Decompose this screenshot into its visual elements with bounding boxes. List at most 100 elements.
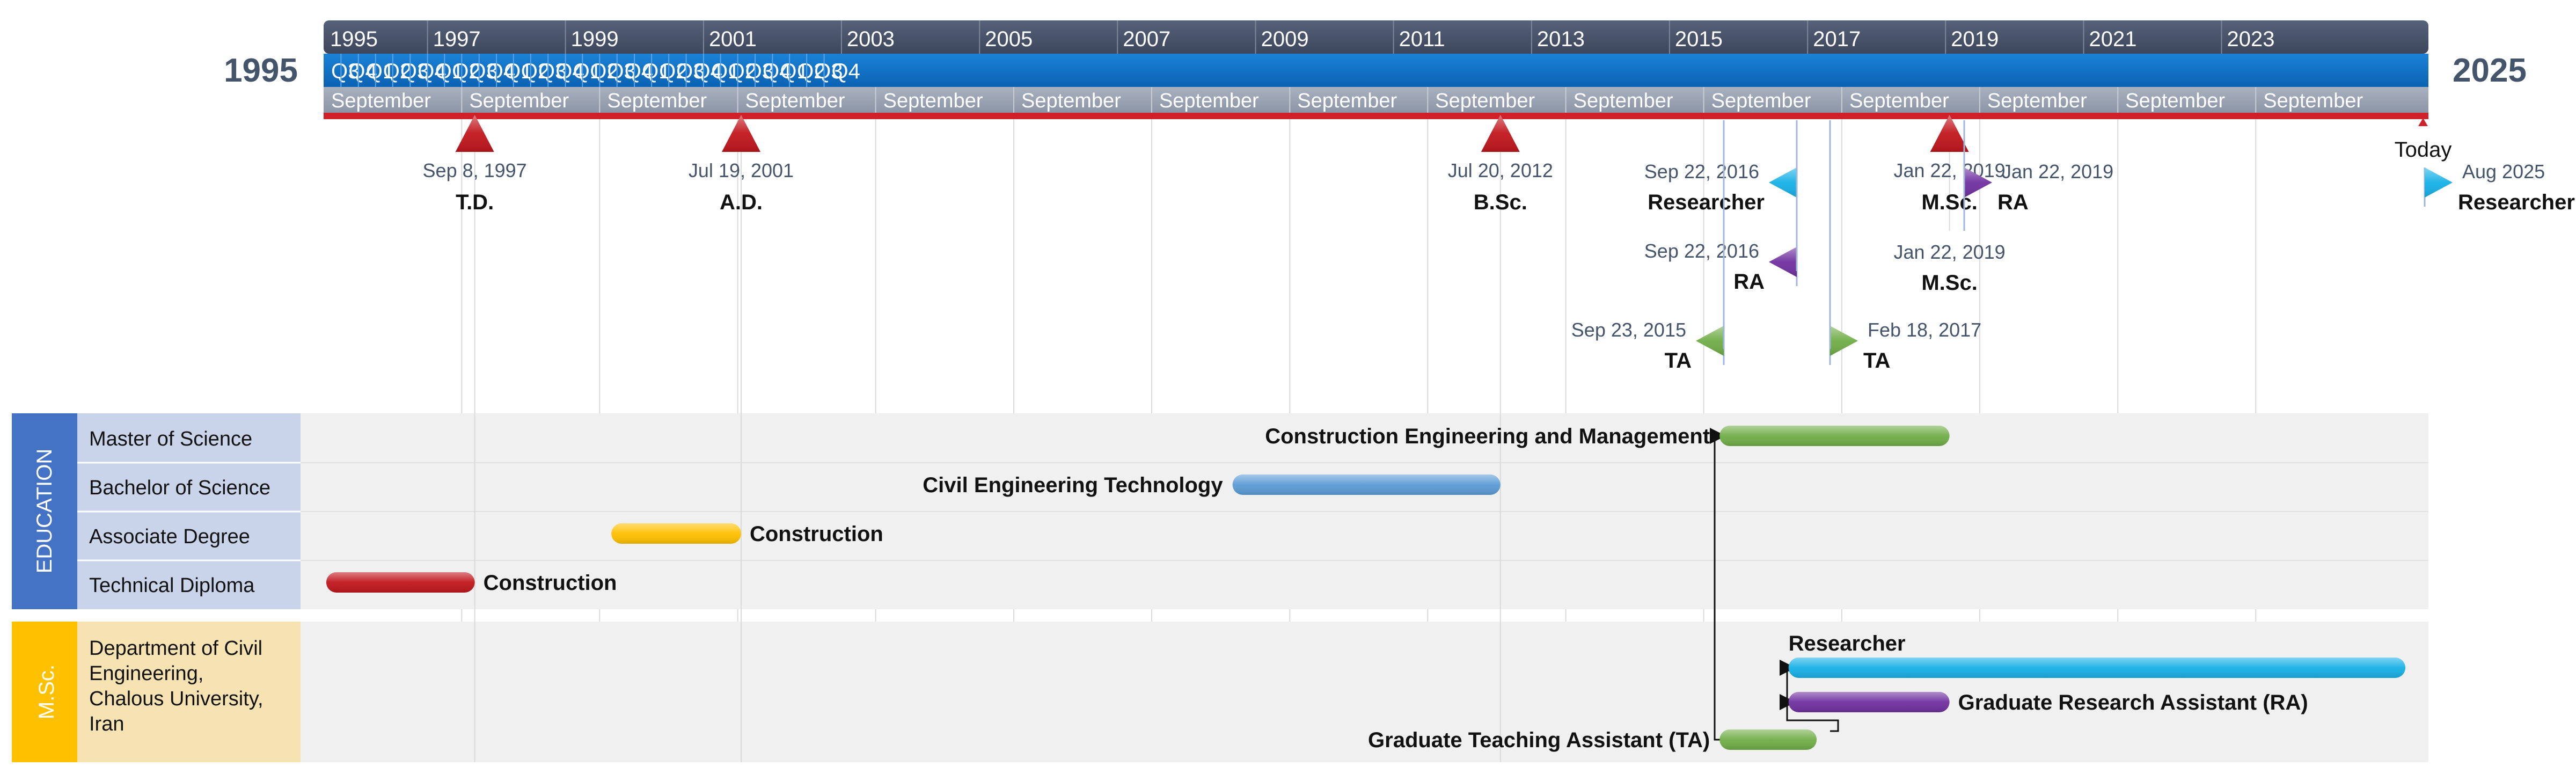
end-year-label: 2025 [2453,52,2527,89]
technical-bar: Construction [326,571,617,595]
year-tick-label: 2017 [1813,27,1861,51]
task-label: Researcher [1789,632,1906,655]
task-label: Graduate Teaching Assistant (TA) [1368,728,1710,752]
year-tick-label: 2019 [1951,27,1999,51]
quarter-tick-label: Q4 [487,60,515,83]
year-tick-label: 1995 [330,27,378,51]
milestone-date: Sep 23, 2015 [1571,319,1686,341]
milestone-label: M.Sc. [1921,271,1977,295]
ta-bar: Graduate Teaching Assistant (TA) [1368,728,1817,752]
year-tick-label: 2011 [1399,27,1445,51]
start-year-label: 1995 [224,52,298,89]
month-tick-label: September [883,90,983,112]
milestone: Jul 20, 2012 B.Sc. [1448,115,1553,762]
milestone-date: Feb 18, 2017 [1868,319,1981,341]
task-label: Construction [750,522,883,546]
quarter-tick-label: Q3 [745,60,774,83]
month-tick-label: September [2125,90,2225,112]
quarter-tick-label: Q3 [607,60,635,83]
msc-lane-header [12,622,77,762]
today-label: Today [2395,138,2452,162]
quarter-tick-label: Q3 [469,60,497,83]
quarter-tick-label: Q1 [504,60,532,83]
milestone-label: B.Sc. [1474,191,1527,214]
today-marker [2418,118,2428,126]
task-label: Construction [484,571,617,595]
row-label-bachelor: Bachelor of Science [89,477,270,499]
row-label-technical: Technical Diploma [89,574,255,597]
quarter-tick-label: Q2 [383,60,412,83]
year-tick-label: 2005 [985,27,1033,51]
quarter-tick-label: Q3 [676,60,705,83]
year-tick-label: 2023 [2227,27,2275,51]
month-tick-label: September [1297,90,1397,112]
milestone-label: Researcher [1648,191,1765,214]
quarter-tick-label: Q3 [331,60,360,83]
msc-lane-title: M.Sc. [35,665,58,719]
milestone-date: Sep 22, 2016 [1644,160,1759,183]
year-tick-label: 1997 [433,27,481,51]
quarter-tick-label: Q2 [452,60,480,83]
year-tick-label: 1999 [571,27,619,51]
milestone-label: TA [1665,349,1692,373]
quarter-tick-label: Q3 [400,60,429,83]
milestone: Jul 19, 2001 A.D. [689,115,794,762]
row-label-associate: Associate Degree [89,525,250,548]
milestone-date: Sep 22, 2016 [1644,240,1759,262]
milestone-date: Jul 20, 2012 [1448,159,1553,181]
milestone: Sep 22, 2016 RA [1644,240,1798,294]
associate-bar: Construction [611,522,883,546]
quarter-tick-label: Q2 [728,60,757,83]
quarter-tick-label: Q2 [590,60,618,83]
month-tick-label: September [607,90,707,112]
quarter-tick-label: Q1 [642,60,670,83]
milestone-date: Jan 22, 2019 [2002,160,2113,183]
researcher-bar: Researcher [1788,632,2406,678]
quarter-tick-label: Q2 [797,60,825,83]
quarter-tick-label: Q4 [348,60,377,83]
year-band [324,20,2428,54]
milestone-label: A.D. [720,191,763,214]
month-tick-label: September [331,90,431,112]
quarter-tick-label: Q4 [625,60,653,83]
month-tick-label: September [1574,90,1673,112]
quarter-tick-label: Q1 [366,60,394,83]
milestone-label: RA [1997,191,2029,214]
task-label: Civil Engineering Technology [923,473,1223,497]
department-label: Department of Civil Engineering, Chalous… [89,637,269,735]
quarter-tick-label: Q1 [573,60,602,83]
master-bar: Construction Engineering and Management [1265,425,1950,448]
milestone-date: Jul 19, 2001 [689,159,794,181]
milestone-date: Sep 8, 1997 [423,159,527,181]
month-tick-label: September [2263,90,2363,112]
month-tick-label: September [1987,90,2087,112]
month-tick-label: September [469,90,569,112]
row-label-master: Master of Science [89,428,252,450]
quarter-tick-label: Q4 [555,60,584,83]
milestones: Sep 8, 1997 T.D. Jul 19, 2001 A.D. Jul 20, 2… [423,115,2575,762]
milestone-date: Jan 22, 2019 [1894,159,2006,181]
msc-lane: M.Sc. Department of Civil Engineering, C… [12,622,2428,762]
milestone-label: Researcher [2458,191,2575,214]
milestone-label: T.D. [456,191,494,214]
quarter-tick-label: Q3 [538,60,567,83]
year-tick-label: 2009 [1261,27,1309,51]
education-lane-title: EDUCATION [33,449,56,574]
milestone: Feb 18, 2017 TA [1829,319,1981,373]
month-tick-label: September [1711,90,1811,112]
quarter-tick-label: Q1 [780,60,808,83]
quarter-tick-label: Q4 [418,60,446,83]
quarter-tick-label: Q3 [814,60,843,83]
month-tick-label: September [1435,90,1535,112]
quarter-tick-label: Q1 [711,60,740,83]
milestone-date: Jan 22, 2019 [1894,241,2006,263]
milestone-label: TA [1863,349,1890,373]
bachelor-bar: Civil Engineering Technology [923,473,1501,497]
month-tick-label: September [1021,90,1121,112]
year-tick-label: 2013 [1537,27,1585,51]
quarter-tick-label: Q4 [763,60,791,83]
year-tick-label: 2021 [2089,27,2137,51]
month-band [324,87,2428,114]
year-tick-label: 2007 [1123,27,1170,51]
